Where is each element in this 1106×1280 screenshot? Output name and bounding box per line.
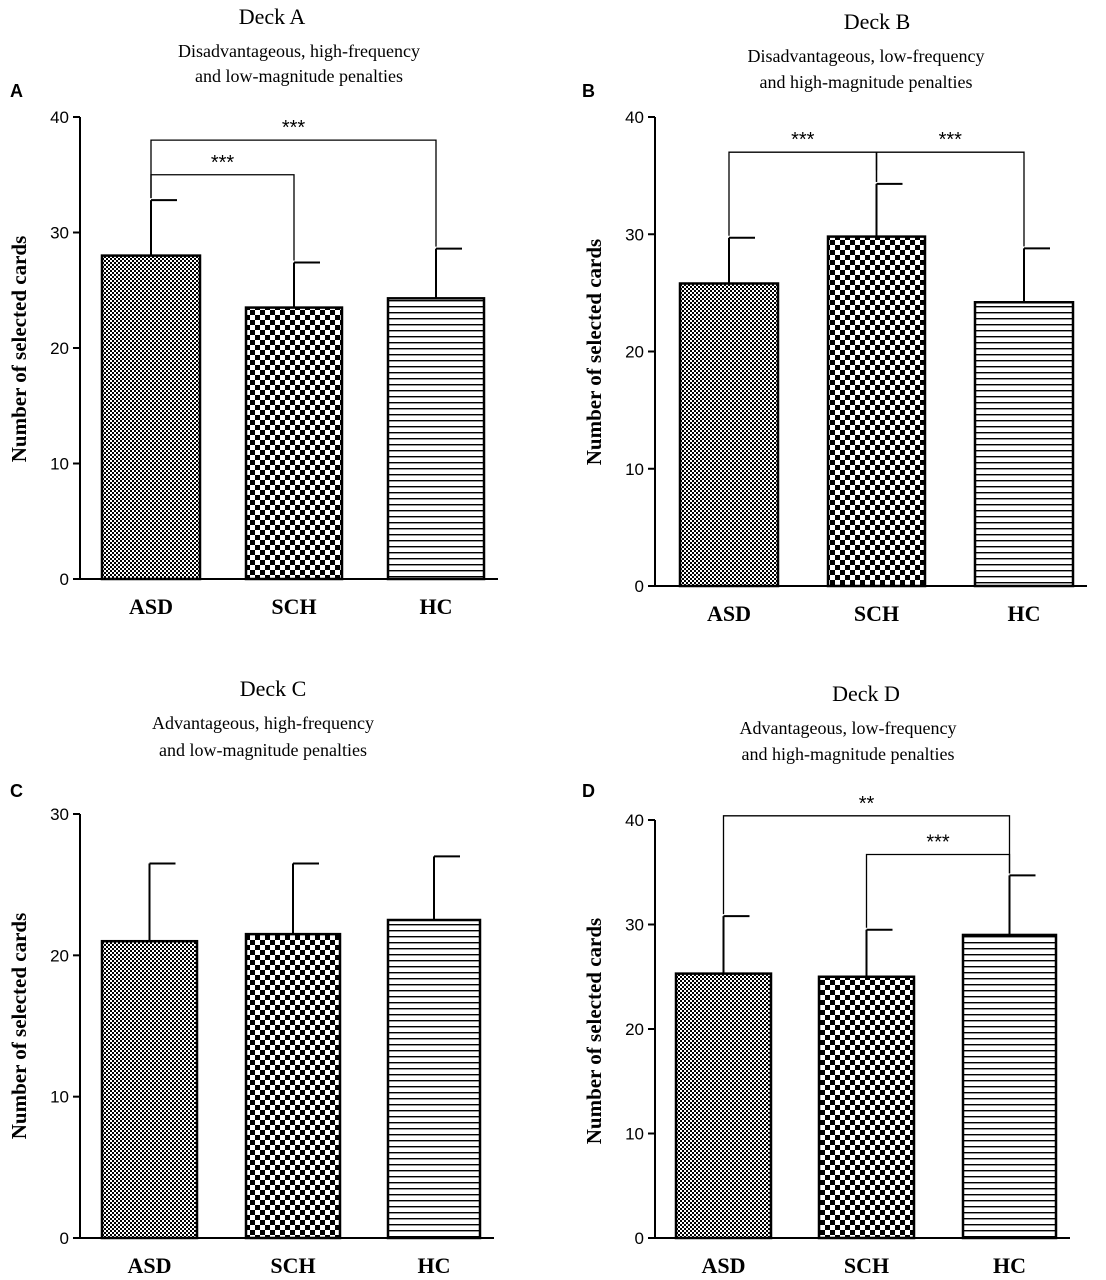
x-category-label: ASD — [129, 594, 173, 619]
bar-sch — [817, 975, 916, 1240]
panel-d: D Deck D Advantageous, low-frequency and hi… — [582, 681, 1070, 1278]
x-category-label: SCH — [844, 1253, 889, 1278]
bar-hc — [961, 933, 1058, 1240]
bar-hc — [973, 301, 1075, 588]
significance-label: ** — [859, 793, 875, 815]
panel-title: Deck B — [844, 9, 911, 34]
bar-asd — [674, 972, 773, 1240]
significance-label: *** — [926, 831, 950, 853]
y-axis-label: Number of selected cards — [7, 913, 31, 1139]
y-tick-label: 0 — [60, 1229, 69, 1248]
y-axis-label: Number of selected cards — [582, 239, 606, 465]
y-axis-label: Number of selected cards — [582, 918, 606, 1144]
y-tick-label: 40 — [50, 108, 69, 127]
y-tick-label: 0 — [635, 1229, 644, 1248]
x-category-label: SCH — [854, 601, 899, 626]
significance-bracket — [865, 853, 1011, 928]
x-category-label: SCH — [270, 1253, 315, 1278]
x-category-label: HC — [993, 1253, 1026, 1278]
bar-hc — [386, 918, 482, 1240]
bar-asd — [100, 254, 202, 581]
significance-label: *** — [939, 129, 963, 151]
significance-bracket — [150, 174, 295, 261]
panel-b: B Deck B Disadvantageous, low-frequency and… — [582, 9, 1087, 626]
panel-subtitle-line: and low-magnitude penalties — [195, 66, 403, 86]
panel-title: Deck C — [240, 676, 307, 701]
x-category-label: HC — [420, 594, 453, 619]
y-tick-label: 20 — [50, 339, 69, 358]
x-category-label: ASD — [127, 1253, 171, 1278]
significance-bracket — [875, 151, 1025, 247]
y-tick-label: 40 — [625, 108, 644, 127]
y-tick-label: 30 — [50, 224, 69, 243]
bar-hc — [386, 297, 486, 581]
significance-label: *** — [282, 117, 306, 139]
panel-subtitle-line: Advantageous, high-frequency — [152, 713, 374, 733]
panel-letter: C — [10, 781, 23, 801]
bar-sch — [826, 235, 927, 588]
panel-c: C Deck C Advantageous, high-frequency and l… — [7, 676, 494, 1278]
y-tick-label: 0 — [60, 570, 69, 589]
bar-sch — [244, 306, 344, 581]
panel-subtitle-line: and high-magnitude penalties — [742, 744, 955, 764]
panel-subtitle-line: Disadvantageous, low-frequency — [748, 46, 985, 66]
y-tick-label: 20 — [625, 343, 644, 362]
y-tick-label: 30 — [50, 805, 69, 824]
x-category-label: ASD — [707, 601, 751, 626]
significance-bracket — [150, 139, 437, 247]
y-tick-label: 10 — [625, 1125, 644, 1144]
panel-letter: A — [10, 81, 23, 101]
panel-subtitle-line: Advantageous, low-frequency — [740, 718, 957, 738]
bar-asd — [678, 282, 780, 588]
x-category-label: HC — [418, 1253, 451, 1278]
y-tick-label: 40 — [625, 811, 644, 830]
panel-title: Deck A — [239, 4, 306, 29]
panel-a: A Deck A Disadvantageous, high-frequency an… — [7, 4, 498, 619]
panel-subtitle-line: and high-magnitude penalties — [760, 72, 973, 92]
significance-label: *** — [791, 129, 815, 151]
y-axis-label: Number of selected cards — [7, 236, 31, 462]
y-tick-label: 10 — [625, 460, 644, 479]
y-tick-label: 10 — [50, 1088, 69, 1107]
significance-label: *** — [211, 152, 235, 174]
x-category-label: SCH — [271, 594, 316, 619]
y-tick-label: 0 — [635, 577, 644, 596]
panel-subtitle-line: Disadvantageous, high-frequency — [178, 41, 420, 61]
y-tick-label: 30 — [625, 225, 644, 244]
bar-sch — [244, 932, 342, 1240]
y-tick-label: 30 — [625, 916, 644, 935]
significance-bracket — [722, 815, 1011, 915]
bar-asd — [100, 939, 199, 1240]
significance-bracket — [728, 151, 878, 236]
y-tick-label: 10 — [50, 455, 69, 474]
y-tick-label: 20 — [625, 1020, 644, 1039]
panel-letter: D — [582, 781, 595, 801]
y-tick-label: 20 — [50, 946, 69, 965]
panel-subtitle-line: and low-magnitude penalties — [159, 740, 367, 760]
panel-letter: B — [582, 81, 595, 101]
x-category-label: ASD — [701, 1253, 745, 1278]
x-category-label: HC — [1008, 601, 1041, 626]
panel-title: Deck D — [832, 681, 900, 706]
